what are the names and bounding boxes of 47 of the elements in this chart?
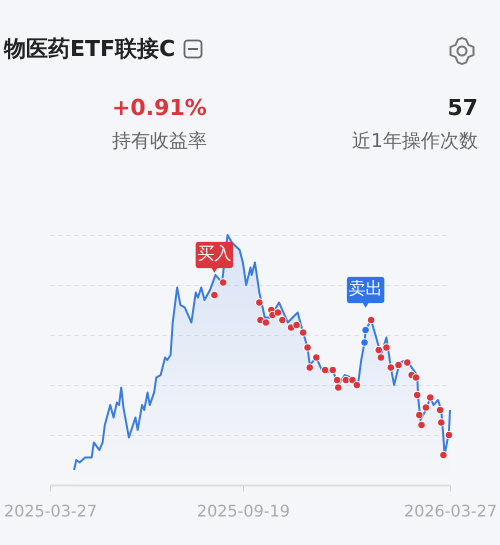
point — [299, 328, 308, 337]
x-tick-label: 2025-03-27 — [4, 502, 97, 520]
point — [439, 450, 448, 460]
point — [352, 380, 361, 390]
point — [376, 353, 386, 362]
point — [334, 383, 342, 392]
point — [255, 298, 264, 307]
text: 持有收益率 — [112, 129, 207, 154]
point — [306, 363, 314, 372]
point — [436, 406, 444, 414]
point — [278, 316, 286, 324]
point — [303, 343, 312, 352]
point — [219, 278, 228, 287]
point — [342, 376, 350, 384]
chart-title: 物医药ETF联接C — [4, 36, 176, 64]
point — [403, 358, 412, 367]
point — [426, 393, 434, 402]
point — [422, 403, 430, 412]
point — [417, 420, 426, 430]
point — [320, 366, 330, 374]
point — [333, 376, 342, 384]
x-tick-label: 2025-09-19 — [196, 502, 290, 520]
point — [444, 430, 454, 440]
point — [360, 338, 369, 347]
text: 近1年操作次数 — [352, 129, 478, 154]
point — [274, 308, 282, 317]
point — [382, 343, 391, 352]
point — [415, 410, 424, 420]
point — [412, 373, 420, 382]
point — [210, 290, 218, 300]
annotation: 买入 — [197, 244, 232, 264]
point — [292, 320, 301, 330]
point — [348, 376, 357, 384]
point — [262, 318, 270, 327]
text: 57 — [447, 96, 478, 121]
point — [362, 326, 370, 334]
point — [328, 366, 337, 374]
point — [366, 316, 376, 324]
point — [413, 390, 422, 400]
text: +0.91% — [112, 96, 207, 121]
annotation: 卖出 — [348, 279, 383, 299]
point — [374, 346, 383, 354]
point — [386, 363, 395, 372]
point — [437, 418, 446, 427]
point — [312, 353, 320, 362]
x-tick-label: 2026-03-27 — [404, 502, 497, 520]
point — [394, 360, 403, 370]
